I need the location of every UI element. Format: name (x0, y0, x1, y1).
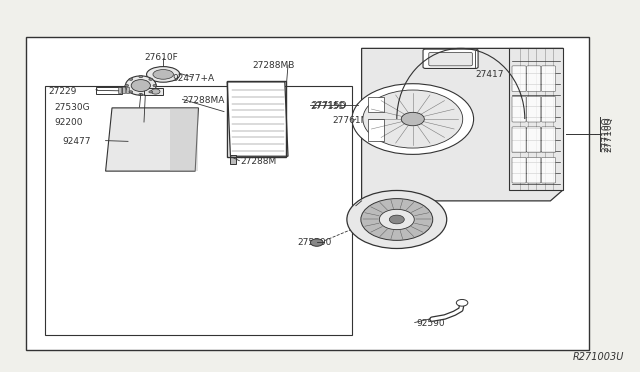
Polygon shape (106, 108, 198, 171)
Bar (96, 87, 122, 94)
Circle shape (352, 84, 474, 154)
FancyBboxPatch shape (527, 127, 541, 153)
Bar (368, 97, 384, 112)
Ellipse shape (125, 76, 156, 95)
FancyBboxPatch shape (527, 157, 541, 183)
Ellipse shape (139, 76, 143, 78)
Circle shape (380, 209, 414, 230)
Text: 27610F: 27610F (144, 53, 178, 62)
Text: 27417: 27417 (475, 70, 504, 79)
Circle shape (151, 89, 160, 94)
Ellipse shape (129, 91, 132, 93)
FancyBboxPatch shape (541, 127, 556, 153)
FancyBboxPatch shape (512, 66, 526, 92)
Circle shape (389, 215, 404, 224)
Bar (227, 81, 286, 157)
Text: 92477+A: 92477+A (173, 74, 215, 83)
Circle shape (401, 112, 424, 126)
Bar (144, 88, 163, 95)
Bar (230, 155, 236, 164)
Ellipse shape (125, 84, 129, 87)
Polygon shape (362, 48, 563, 201)
Circle shape (363, 90, 463, 148)
Ellipse shape (139, 93, 143, 96)
Ellipse shape (147, 67, 180, 82)
Text: R271003U: R271003U (573, 352, 624, 362)
Ellipse shape (153, 70, 173, 79)
Text: 27375: 27375 (355, 202, 384, 211)
Text: 92590: 92590 (416, 319, 445, 328)
Bar (368, 119, 384, 141)
Polygon shape (355, 104, 381, 120)
FancyBboxPatch shape (512, 96, 526, 122)
FancyBboxPatch shape (429, 52, 472, 66)
Ellipse shape (153, 84, 157, 87)
Ellipse shape (149, 91, 153, 93)
Text: 27715D: 27715D (312, 101, 347, 110)
FancyBboxPatch shape (541, 157, 556, 183)
Polygon shape (170, 108, 198, 171)
Text: 27288M: 27288M (240, 157, 276, 166)
FancyBboxPatch shape (527, 66, 541, 92)
Ellipse shape (129, 78, 132, 80)
Bar (45, 86, 352, 335)
FancyBboxPatch shape (541, 66, 556, 92)
Bar (26, 37, 589, 350)
Text: 27288MB: 27288MB (253, 61, 295, 70)
Circle shape (361, 199, 433, 240)
Text: 27710Q: 27710Q (602, 116, 611, 152)
Text: 27530G: 27530G (54, 103, 90, 112)
Text: 27229: 27229 (48, 87, 76, 96)
Ellipse shape (131, 80, 150, 92)
Text: 27288MA: 27288MA (182, 96, 225, 105)
Bar (118, 87, 121, 93)
Ellipse shape (149, 78, 153, 80)
Bar (122, 87, 125, 93)
Text: 27761N: 27761N (333, 116, 368, 125)
Text: 27715D: 27715D (310, 102, 346, 110)
Bar (126, 87, 129, 93)
Circle shape (310, 239, 323, 246)
FancyBboxPatch shape (512, 157, 526, 183)
Text: 27710Q: 27710Q (604, 116, 613, 152)
Polygon shape (509, 48, 563, 190)
FancyBboxPatch shape (423, 49, 478, 68)
Text: 275300: 275300 (298, 238, 332, 247)
Text: 92200: 92200 (54, 118, 83, 127)
FancyBboxPatch shape (541, 96, 556, 122)
Circle shape (347, 190, 447, 248)
FancyBboxPatch shape (527, 96, 541, 122)
Circle shape (456, 299, 468, 306)
Polygon shape (227, 82, 288, 156)
Text: 92477: 92477 (63, 137, 92, 146)
FancyBboxPatch shape (512, 127, 526, 153)
